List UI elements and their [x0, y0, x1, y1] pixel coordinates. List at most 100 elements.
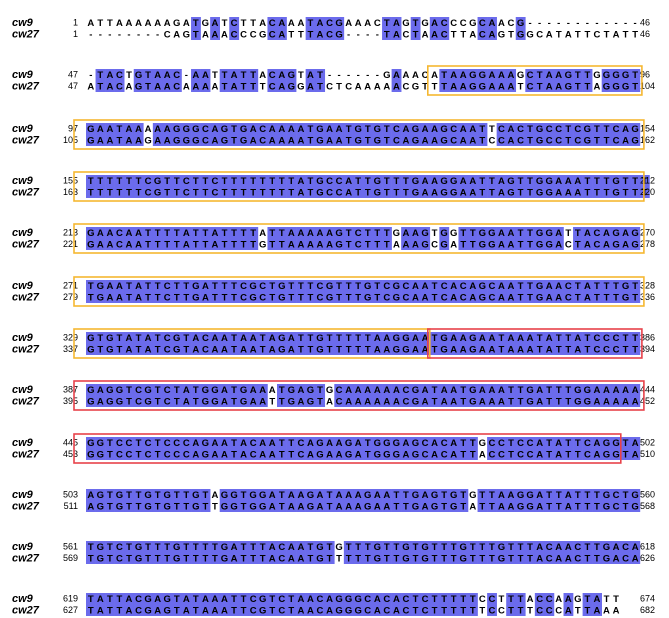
match-highlight: [124, 489, 135, 501]
residue: -: [127, 29, 130, 40]
match-highlight: [401, 500, 411, 512]
residue: A: [508, 344, 515, 355]
residue: T: [584, 187, 590, 198]
residue: G: [393, 228, 400, 239]
residue: T: [145, 81, 151, 92]
match-highlight: [534, 80, 545, 92]
residue: C: [145, 176, 152, 187]
residue: T: [642, 176, 648, 187]
match-highlight: [248, 552, 259, 564]
match-highlight: [105, 343, 115, 355]
residue: G: [631, 228, 638, 239]
residue: G: [488, 239, 495, 250]
match-highlight: [525, 227, 536, 239]
match-highlight: [334, 280, 345, 292]
residue: A: [460, 135, 467, 146]
match-highlight: [458, 291, 469, 303]
match-highlight: [315, 343, 326, 355]
residue: A: [364, 18, 371, 29]
residue: A: [126, 605, 133, 616]
residue: G: [316, 553, 323, 564]
seq-name: cw27: [12, 501, 40, 513]
match-highlight: [353, 395, 364, 407]
match-highlight: [200, 238, 211, 250]
match-highlight: [582, 448, 593, 460]
match-highlight: [353, 280, 364, 292]
match-highlight: [162, 343, 173, 355]
residue: T: [594, 187, 600, 198]
match-highlight: [305, 395, 316, 407]
match-highlight: [86, 384, 96, 396]
match-highlight: [420, 500, 431, 512]
residue: G: [612, 449, 619, 460]
residue: G: [631, 135, 638, 146]
residue: A: [555, 542, 562, 553]
residue: T: [193, 396, 199, 407]
match-highlight: [305, 280, 316, 292]
residue: T: [575, 29, 581, 40]
match-highlight: [257, 604, 268, 616]
match-highlight: [267, 541, 278, 553]
residue: T: [241, 81, 247, 92]
match-highlight: [219, 69, 230, 81]
residue: C: [183, 176, 190, 187]
match-highlight: [277, 80, 287, 92]
match-highlight: [133, 500, 144, 512]
residue: T: [546, 396, 552, 407]
residue: T: [623, 449, 629, 460]
end-position: 154: [640, 124, 655, 134]
match-highlight: [191, 238, 201, 250]
match-highlight: [410, 437, 421, 449]
residue: T: [231, 333, 237, 344]
residue: T: [155, 396, 161, 407]
residue: A: [613, 605, 620, 616]
residue: A: [87, 501, 94, 512]
residue: T: [327, 333, 333, 344]
match-highlight: [506, 489, 517, 501]
residue: C: [555, 135, 562, 146]
match-highlight: [506, 395, 517, 407]
residue: G: [517, 490, 524, 501]
match-highlight: [515, 280, 526, 292]
residue: A: [613, 542, 620, 553]
residue: G: [622, 70, 629, 81]
start-position: 221: [63, 239, 78, 249]
match-highlight: [257, 541, 268, 553]
residue: T: [384, 239, 390, 250]
match-highlight: [420, 437, 431, 449]
match-highlight: [362, 552, 373, 564]
match-highlight: [563, 134, 574, 146]
residue: G: [221, 124, 228, 135]
match-highlight: [238, 343, 249, 355]
match-highlight: [105, 604, 115, 616]
residue: T: [231, 228, 237, 239]
residue: T: [556, 501, 562, 512]
residue: C: [584, 438, 591, 449]
match-highlight: [257, 489, 268, 501]
residue: A: [422, 396, 429, 407]
residue: G: [393, 333, 400, 344]
match-highlight: [143, 552, 154, 564]
match-highlight: [305, 332, 316, 344]
residue: T: [432, 594, 438, 605]
residue: G: [431, 501, 438, 512]
residue: T: [231, 605, 237, 616]
match-highlight: [143, 175, 154, 187]
match-highlight: [410, 552, 421, 564]
residue: T: [212, 292, 218, 303]
match-highlight: [382, 280, 392, 292]
residue: G: [612, 70, 619, 81]
residue: G: [469, 396, 476, 407]
residue: T: [575, 605, 581, 616]
residue: A: [422, 176, 429, 187]
match-highlight: [544, 280, 555, 292]
match-highlight: [95, 134, 106, 146]
residue: -: [548, 18, 551, 29]
match-highlight: [219, 437, 230, 449]
match-highlight: [410, 384, 421, 396]
match-highlight: [420, 280, 431, 292]
residue: A: [297, 542, 304, 553]
match-highlight: [429, 395, 440, 407]
residue: T: [384, 228, 390, 239]
residue: A: [288, 135, 295, 146]
